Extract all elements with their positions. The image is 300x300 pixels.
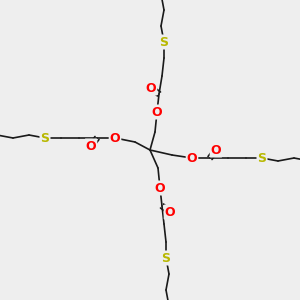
- Text: S: S: [40, 131, 50, 145]
- Text: O: O: [155, 182, 165, 194]
- Text: O: O: [187, 152, 197, 164]
- Text: S: S: [161, 251, 170, 265]
- Text: S: S: [160, 35, 169, 49]
- Text: O: O: [146, 82, 156, 94]
- Text: S: S: [257, 152, 266, 164]
- Text: O: O: [110, 131, 120, 145]
- Text: O: O: [86, 140, 96, 152]
- Text: O: O: [211, 143, 221, 157]
- Text: O: O: [152, 106, 162, 118]
- Text: O: O: [165, 206, 175, 218]
